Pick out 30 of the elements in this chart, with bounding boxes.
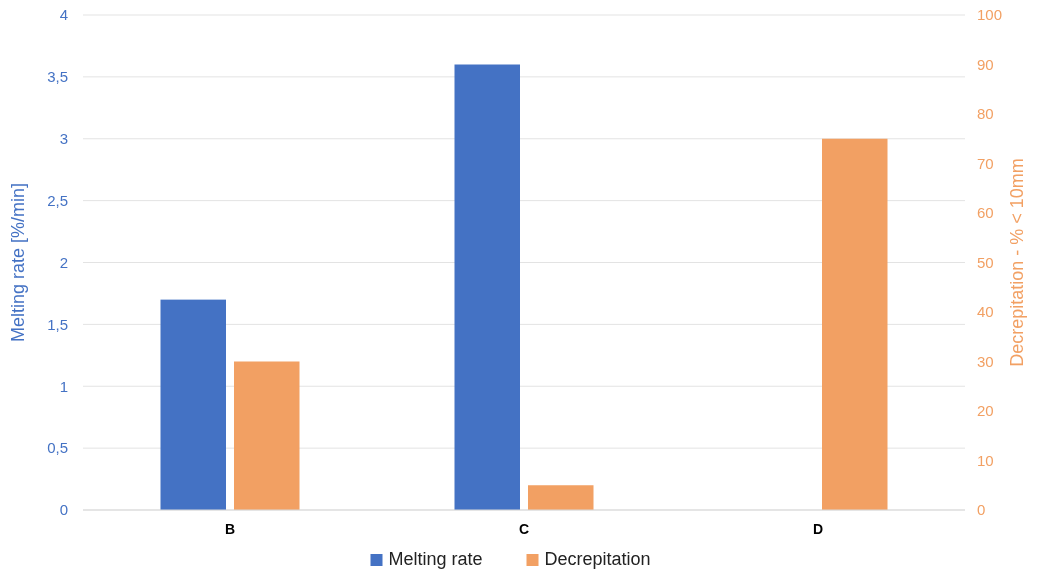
y-tick-label: 0 — [59, 501, 68, 519]
y-tick-label: 3 — [59, 130, 68, 147]
y-tick-label: 1 — [59, 377, 68, 395]
y2-tick-label: 30 — [977, 352, 994, 370]
y-tick-label: 4 — [59, 6, 68, 24]
legend-label: Decrepitation — [544, 549, 651, 569]
y2-tick-label: 70 — [977, 154, 994, 172]
y2-tick-label: 100 — [977, 6, 1003, 24]
y2-tick-label: 90 — [977, 55, 994, 73]
bar — [528, 485, 594, 510]
y2-tick-label: 10 — [977, 451, 994, 469]
y-axis-title: Melting rate [%/min] — [8, 182, 28, 343]
legend-label: Melting rate — [388, 549, 483, 569]
y2-axis-title: Decrepitation - % < 10mm — [1007, 158, 1027, 367]
bar — [822, 138, 888, 510]
y-tick-label: 2,5 — [47, 191, 68, 209]
y2-tick-label: 40 — [977, 303, 994, 321]
y2-tick-label: 20 — [977, 402, 994, 420]
y-tick-label: 1,5 — [47, 315, 68, 333]
y-tick-label: 0,5 — [47, 439, 68, 457]
y2-tick-label: 80 — [977, 105, 994, 123]
y2-tick-label: 50 — [977, 253, 994, 271]
y2-tick-label: 0 — [977, 501, 986, 519]
x-tick-label: B — [224, 521, 236, 537]
y2-tick-label: 60 — [977, 204, 994, 222]
y-tick-label: 3,5 — [47, 68, 68, 86]
bar — [234, 361, 300, 510]
x-tick-label: D — [812, 521, 824, 537]
y-tick-label: 2 — [59, 253, 68, 271]
x-tick-label: C — [518, 521, 530, 537]
